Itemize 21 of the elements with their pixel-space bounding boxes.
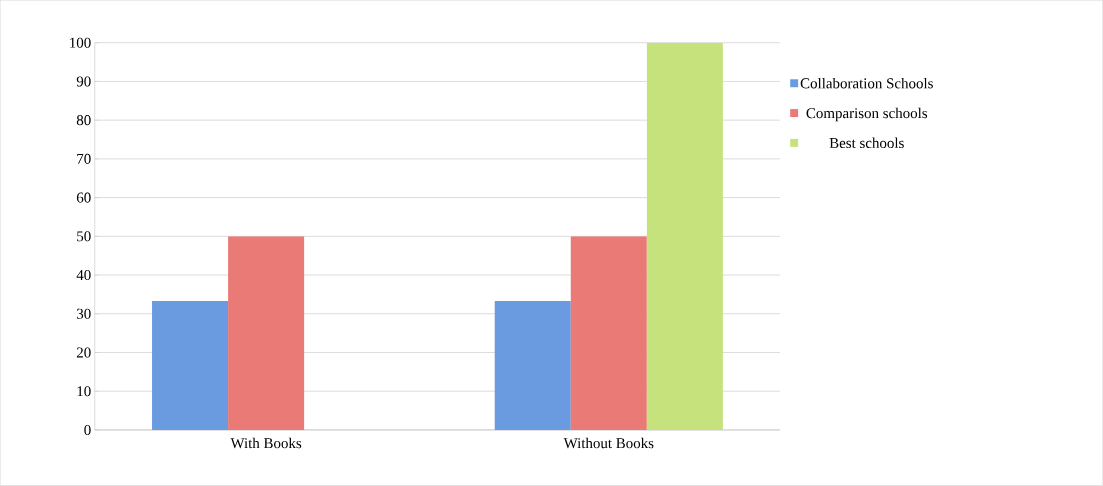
- y-tick-label: 100: [70, 37, 91, 48]
- y-tick-label: 90: [76, 76, 91, 87]
- y-tick-label: 30: [77, 308, 91, 319]
- y-tick-label: 0: [84, 425, 91, 436]
- bar: [646, 42, 723, 431]
- legend-label: Collaboration Schools: [800, 78, 933, 89]
- y-tick-label: 60: [76, 192, 91, 203]
- y-tick-label: 80: [76, 115, 91, 126]
- legend-label: Comparison schools: [806, 107, 928, 122]
- legend-label: Best schools: [829, 137, 904, 149]
- bar: [570, 236, 647, 431]
- bar: [494, 301, 571, 431]
- bar: [152, 301, 229, 431]
- y-tick-label: 20: [76, 347, 91, 358]
- y-tick-label: 70: [77, 154, 91, 165]
- x-tick-label: Without Books: [563, 437, 654, 449]
- y-tick-label: 10: [77, 386, 91, 397]
- y-tick-label: 40: [76, 270, 91, 281]
- x-tick-label: With Books: [230, 437, 302, 449]
- y-tick-label: 50: [77, 231, 91, 242]
- bar: [228, 236, 305, 431]
